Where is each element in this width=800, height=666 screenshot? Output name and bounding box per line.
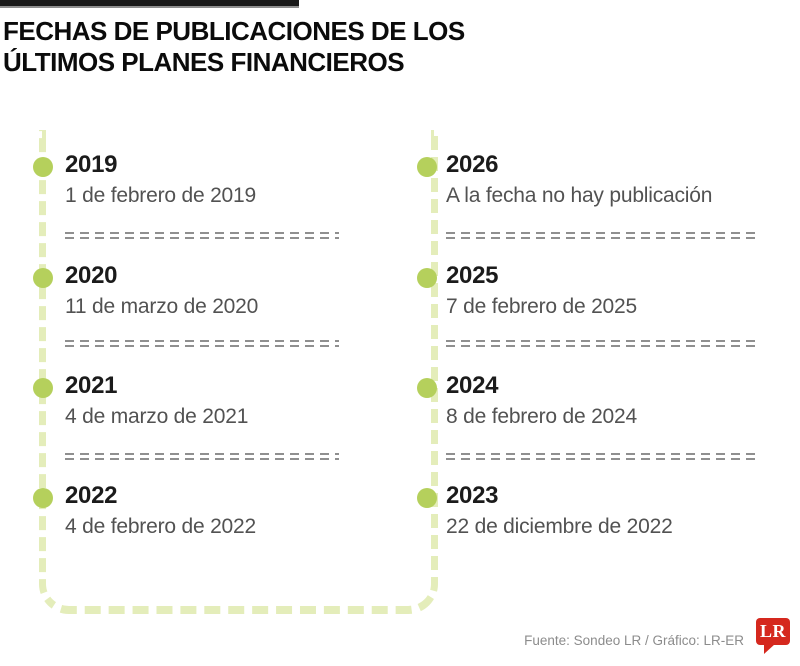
page-title: FECHAS DE PUBLICACIONES DE LOS ÚLTIMOS P… bbox=[3, 16, 465, 78]
timeline-dot-2022 bbox=[33, 488, 53, 508]
entry-date: 8 de febrero de 2024 bbox=[446, 405, 637, 428]
entry-date: 4 de febrero de 2022 bbox=[65, 515, 256, 538]
timeline-entry-2026: 2026 A la fecha no hay publicación bbox=[446, 151, 712, 210]
header-accent-bar bbox=[0, 0, 299, 8]
entry-date: 4 de marzo de 2021 bbox=[65, 405, 249, 428]
timeline-dot-2026 bbox=[417, 157, 437, 177]
timeline-entry-2020: 2020 11 de marzo de 2020 bbox=[65, 262, 258, 321]
page-title-line2: ÚLTIMOS PLANES FINANCIEROS bbox=[3, 47, 405, 77]
page-title-line1: FECHAS DE PUBLICACIONES DE LOS bbox=[3, 16, 465, 46]
entry-date: 11 de marzo de 2020 bbox=[65, 295, 259, 318]
timeline-dot-2024 bbox=[417, 378, 437, 398]
timeline-dot-2021 bbox=[33, 378, 53, 398]
entry-date: A la fecha no hay publicación bbox=[446, 184, 713, 207]
timeline-rail bbox=[39, 130, 438, 614]
lr-logo: LR bbox=[756, 618, 790, 654]
divider bbox=[65, 453, 339, 460]
entry-year: 2025 bbox=[446, 262, 499, 289]
entry-year: 2022 bbox=[65, 482, 118, 509]
entry-year: 2023 bbox=[446, 482, 499, 509]
source-credit: Fuente: Sondeo LR / Gráfico: LR-ER bbox=[524, 633, 744, 648]
divider bbox=[446, 232, 756, 239]
divider bbox=[65, 340, 339, 347]
timeline-entry-2025: 2025 7 de febrero de 2025 bbox=[446, 262, 637, 321]
divider bbox=[446, 453, 756, 460]
entry-year: 2024 bbox=[446, 372, 499, 399]
timeline-entry-2021: 2021 4 de marzo de 2021 bbox=[65, 372, 248, 431]
entry-year: 2019 bbox=[65, 151, 118, 178]
timeline-dot-2020 bbox=[33, 268, 53, 288]
entry-year: 2020 bbox=[65, 262, 118, 289]
divider bbox=[65, 232, 339, 239]
entry-year: 2026 bbox=[446, 151, 499, 178]
timeline-dot-2023 bbox=[417, 488, 437, 508]
timeline-entry-2024: 2024 8 de febrero de 2024 bbox=[446, 372, 637, 431]
entry-date: 22 de diciembre de 2022 bbox=[446, 515, 673, 538]
timeline-entry-2022: 2022 4 de febrero de 2022 bbox=[65, 482, 256, 541]
timeline-dot-2025 bbox=[417, 268, 437, 288]
timeline-entry-2019: 2019 1 de febrero de 2019 bbox=[65, 151, 256, 210]
timeline-dot-2019 bbox=[33, 157, 53, 177]
entry-date: 1 de febrero de 2019 bbox=[65, 184, 256, 207]
entry-year: 2021 bbox=[65, 372, 118, 399]
timeline-entry-2023: 2023 22 de diciembre de 2022 bbox=[446, 482, 673, 541]
divider bbox=[446, 340, 756, 347]
entry-date: 7 de febrero de 2025 bbox=[446, 295, 637, 318]
